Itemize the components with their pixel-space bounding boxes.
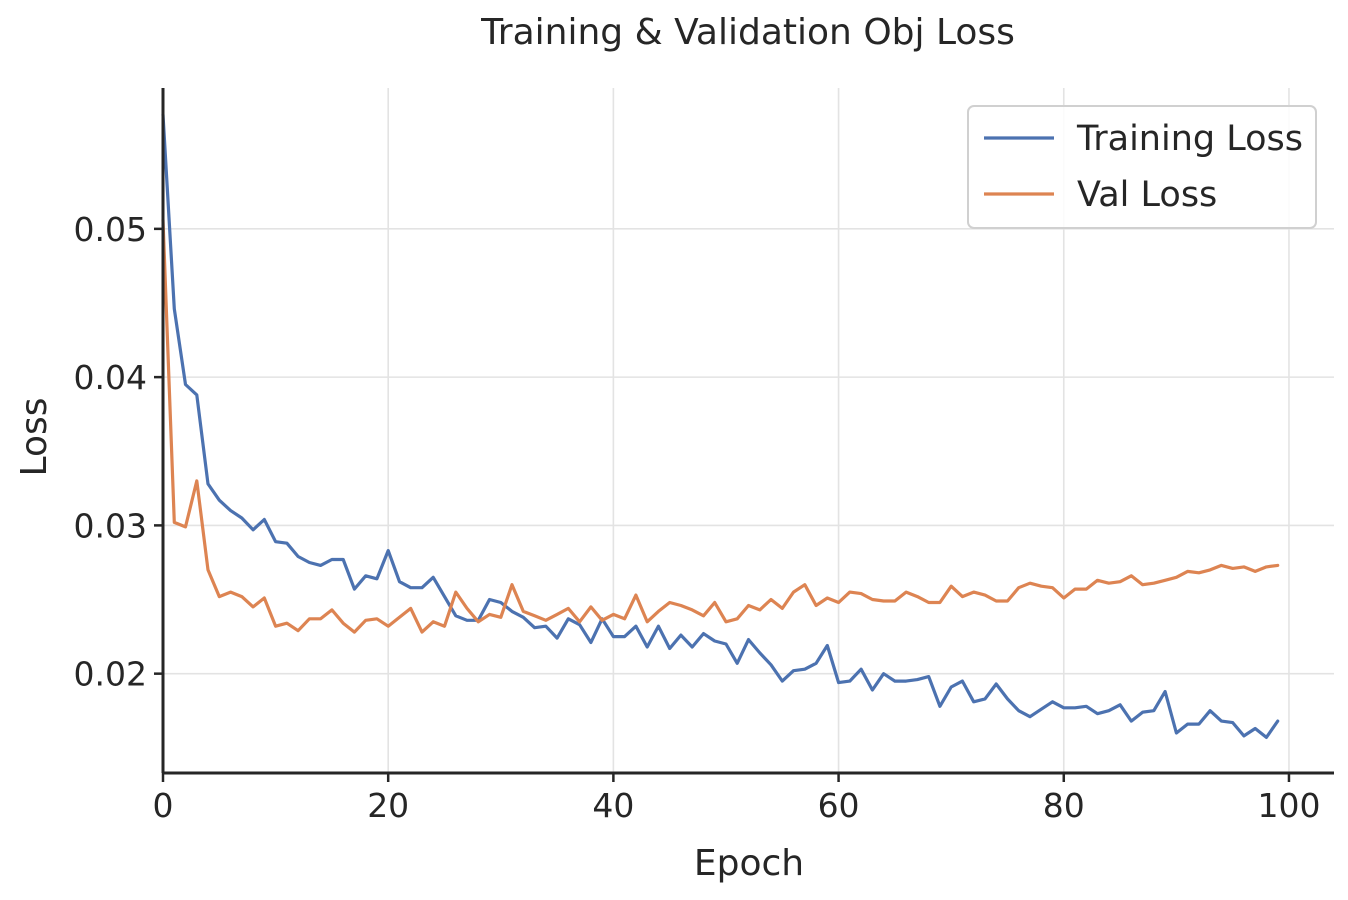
- x-tick-label: 0: [153, 786, 174, 825]
- y-axis-label: Loss: [14, 398, 55, 477]
- x-tick-label: 80: [1043, 786, 1085, 825]
- legend-label-val-loss: Val Loss: [1077, 175, 1217, 215]
- x-tick-label: 20: [367, 786, 409, 825]
- x-tick-label: 60: [818, 786, 860, 825]
- y-tick-label: 0.05: [74, 210, 147, 249]
- x-axis-label: Epoch: [694, 843, 804, 884]
- y-tick-label: 0.03: [74, 506, 147, 545]
- legend: Training Loss Val Loss: [967, 105, 1317, 229]
- y-tick-label: 0.04: [74, 358, 147, 397]
- legend-label-training-loss: Training Loss: [1076, 119, 1303, 159]
- x-tick-label: 40: [592, 786, 634, 825]
- x-axis-ticks: 0 20 40 60 80 100: [153, 773, 1320, 825]
- chart-title: Training & Validation Obj Loss: [480, 12, 1015, 53]
- y-tick-label: 0.02: [74, 655, 147, 694]
- series-lines: [161, 113, 1280, 740]
- legend-box: [967, 105, 1317, 229]
- y-axis-ticks: 0.02 0.03 0.04 0.05: [74, 210, 163, 694]
- axes: [161, 88, 1334, 775]
- series-line-training-loss: [161, 113, 1280, 740]
- series-line-val-loss: [161, 218, 1280, 634]
- x-tick-label: 100: [1257, 786, 1320, 825]
